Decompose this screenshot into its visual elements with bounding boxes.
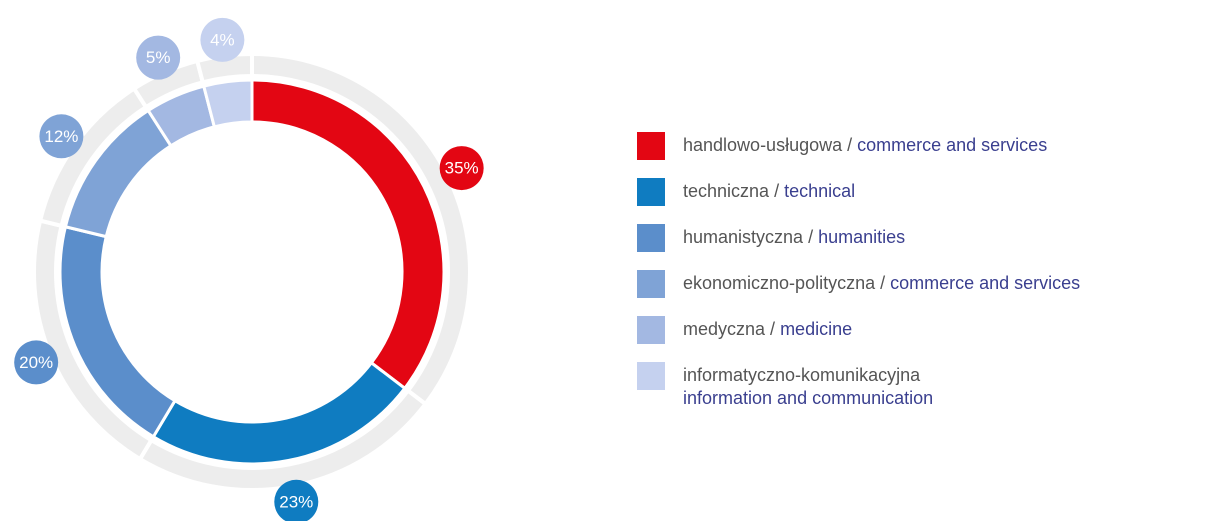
legend-swatch	[637, 316, 665, 344]
legend-name: informatyczno-komunikacyjna	[683, 365, 921, 385]
legend-translation: commerce and services	[890, 273, 1080, 293]
legend-name: ekonomiczno-polityczna	[683, 273, 876, 293]
value-label: 5%	[146, 48, 171, 67]
legend-translation: humanities	[818, 227, 905, 247]
legend-swatch	[637, 178, 665, 206]
legend-label: ekonomiczno-polityczna / commerce and serv…	[683, 273, 1080, 293]
value-bubble	[39, 114, 84, 159]
value-label: 23%	[279, 492, 313, 511]
legend-separator: /	[847, 135, 852, 155]
value-bubble	[200, 17, 245, 62]
legend-separator: /	[770, 319, 775, 339]
value-bubble	[439, 146, 484, 191]
legend-name: techniczna	[683, 181, 770, 201]
value-bubble	[14, 340, 59, 385]
legend-translation: commerce and services	[857, 135, 1047, 155]
donut-segment	[201, 78, 254, 129]
legend-separator: /	[880, 273, 885, 293]
legend-label: techniczna / technical	[683, 181, 855, 201]
legend-swatch	[637, 270, 665, 298]
legend-swatch	[637, 132, 665, 160]
value-label: 4%	[210, 30, 235, 49]
legend-translation: medicine	[780, 319, 852, 339]
legend-separator: /	[774, 181, 779, 201]
value-label: 20%	[19, 353, 53, 372]
value-bubble	[136, 35, 181, 80]
value-bubble	[274, 479, 319, 521]
value-label: 35%	[445, 159, 479, 178]
legend-name: medyczna	[683, 319, 766, 339]
legend-swatch	[637, 224, 665, 252]
legend-label: informatyczno-komunikacyjna information a…	[683, 365, 933, 408]
legend-separator: /	[808, 227, 813, 247]
legend-label: medyczna / medicine	[683, 319, 852, 339]
legend-swatch	[637, 362, 665, 390]
legend-name: humanistyczna	[683, 227, 804, 247]
legend-label: humanistyczna / humanities	[683, 227, 905, 247]
legend-translation: technical	[784, 181, 855, 201]
value-label: 12%	[44, 127, 78, 146]
legend-label: handlowo-usługowa / commerce and services	[683, 135, 1047, 155]
legend-name: handlowo-usługowa	[683, 135, 843, 155]
legend-translation: information and communication	[683, 388, 933, 408]
